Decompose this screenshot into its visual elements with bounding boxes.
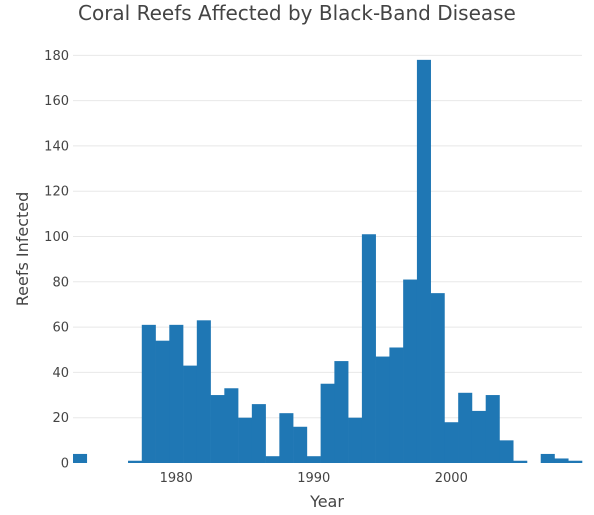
bar-1994 [361, 234, 376, 463]
y-tick-label: 160 [44, 94, 69, 109]
y-tick-label: 80 [52, 275, 69, 290]
bars [73, 59, 583, 463]
bar-1973 [73, 453, 88, 463]
bar-1996 [389, 347, 404, 463]
bar-1993 [348, 417, 363, 463]
bar-1998 [416, 59, 431, 463]
chart-title: Coral Reefs Affected by Black-Band Disea… [78, 1, 516, 25]
x-tick-label: 1990 [297, 471, 330, 486]
x-tick-label: 1980 [160, 471, 193, 486]
bar-1986 [251, 404, 266, 463]
bar-1992 [334, 361, 349, 463]
bar-1985 [238, 417, 253, 463]
bar-1983 [210, 395, 225, 463]
bar-1979 [155, 340, 170, 463]
x-tick-label: 2000 [435, 471, 468, 486]
y-tick-label: 120 [44, 185, 69, 200]
x-axis-ticks: 1980 1990 2000 [160, 471, 468, 486]
bar-2008 [554, 458, 569, 463]
bar-1995 [375, 356, 390, 463]
y-tick-label: 140 [44, 139, 69, 154]
y-tick-label: 180 [44, 49, 69, 64]
bar-1991 [320, 383, 335, 463]
bar-1984 [224, 388, 239, 463]
bar-2004 [499, 440, 514, 463]
y-tick-label: 60 [52, 321, 69, 336]
bar-1981 [183, 365, 198, 463]
bar-1977 [128, 460, 143, 463]
bar-2001 [458, 392, 473, 463]
x-axis-title: Year [309, 492, 344, 511]
bar-1987 [265, 456, 280, 463]
bar-2003 [485, 395, 500, 463]
y-axis-ticks: 0 20 40 60 80 100 120 140 160 180 [44, 49, 69, 472]
y-tick-label: 0 [61, 457, 69, 472]
bar-1978 [141, 324, 156, 463]
bar-2005 [513, 460, 528, 463]
y-tick-label: 100 [44, 230, 69, 245]
bar-1988 [279, 413, 294, 463]
bar-1982 [196, 320, 211, 463]
bar-2009 [568, 460, 583, 463]
bar-1997 [403, 279, 418, 463]
bar-2000 [444, 422, 459, 463]
y-tick-label: 20 [52, 411, 69, 426]
y-tick-label: 40 [52, 366, 69, 381]
bar-1989 [293, 426, 308, 463]
bar-1990 [306, 456, 321, 463]
y-axis-title: Reefs Infected [13, 192, 32, 307]
bar-1999 [430, 293, 445, 463]
bar-2002 [471, 410, 487, 463]
bar-2007 [540, 453, 555, 463]
bar-1980 [169, 324, 184, 463]
